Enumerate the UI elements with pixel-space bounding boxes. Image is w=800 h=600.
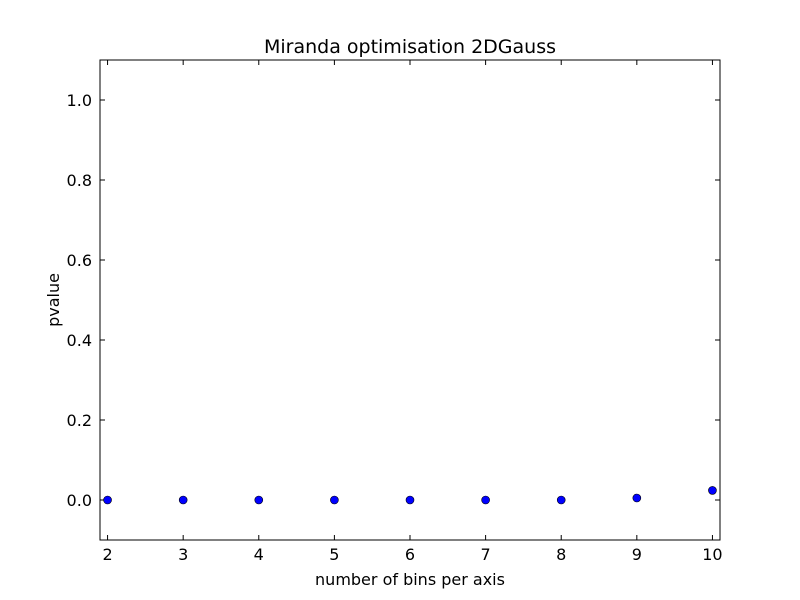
y-tick-label: 0.2 [67, 411, 92, 430]
plot-frame [99, 59, 721, 541]
data-points [103, 486, 717, 505]
chart-title: Miranda optimisation 2DGauss [264, 36, 556, 58]
x-tick-label: 6 [405, 545, 415, 564]
x-tick-label: 7 [481, 545, 491, 564]
x-tick-label: 9 [632, 545, 642, 564]
data-point [708, 486, 717, 495]
y-tick-label: 0.0 [67, 491, 92, 510]
data-point [632, 493, 642, 503]
x-tick-label: 5 [329, 545, 339, 564]
x-tick-label: 3 [178, 545, 188, 564]
x-tick-label: 10 [702, 545, 722, 564]
x-axis-label: number of bins per axis [315, 570, 505, 589]
x-tick-label: 4 [254, 545, 264, 564]
x-tick-label: 2 [102, 545, 112, 564]
y-axis-label: pvalue [44, 273, 63, 327]
data-point [405, 495, 415, 505]
x-axis: 2 3 4 5 6 7 8 9 10 [102, 60, 723, 564]
data-point [178, 495, 188, 505]
y-tick-label: 1.0 [67, 91, 92, 110]
y-tick-label: 0.4 [67, 331, 92, 350]
y-tick-label: 0.8 [67, 171, 92, 190]
data-point [556, 495, 566, 505]
data-point [330, 495, 339, 505]
data-point [103, 495, 112, 505]
data-point [481, 495, 490, 505]
x-tick-label: 8 [556, 545, 566, 564]
y-axis: 0.0 0.2 0.4 0.6 0.8 1.0 [67, 91, 720, 510]
y-tick-label: 0.6 [67, 251, 92, 270]
data-point [254, 495, 264, 505]
